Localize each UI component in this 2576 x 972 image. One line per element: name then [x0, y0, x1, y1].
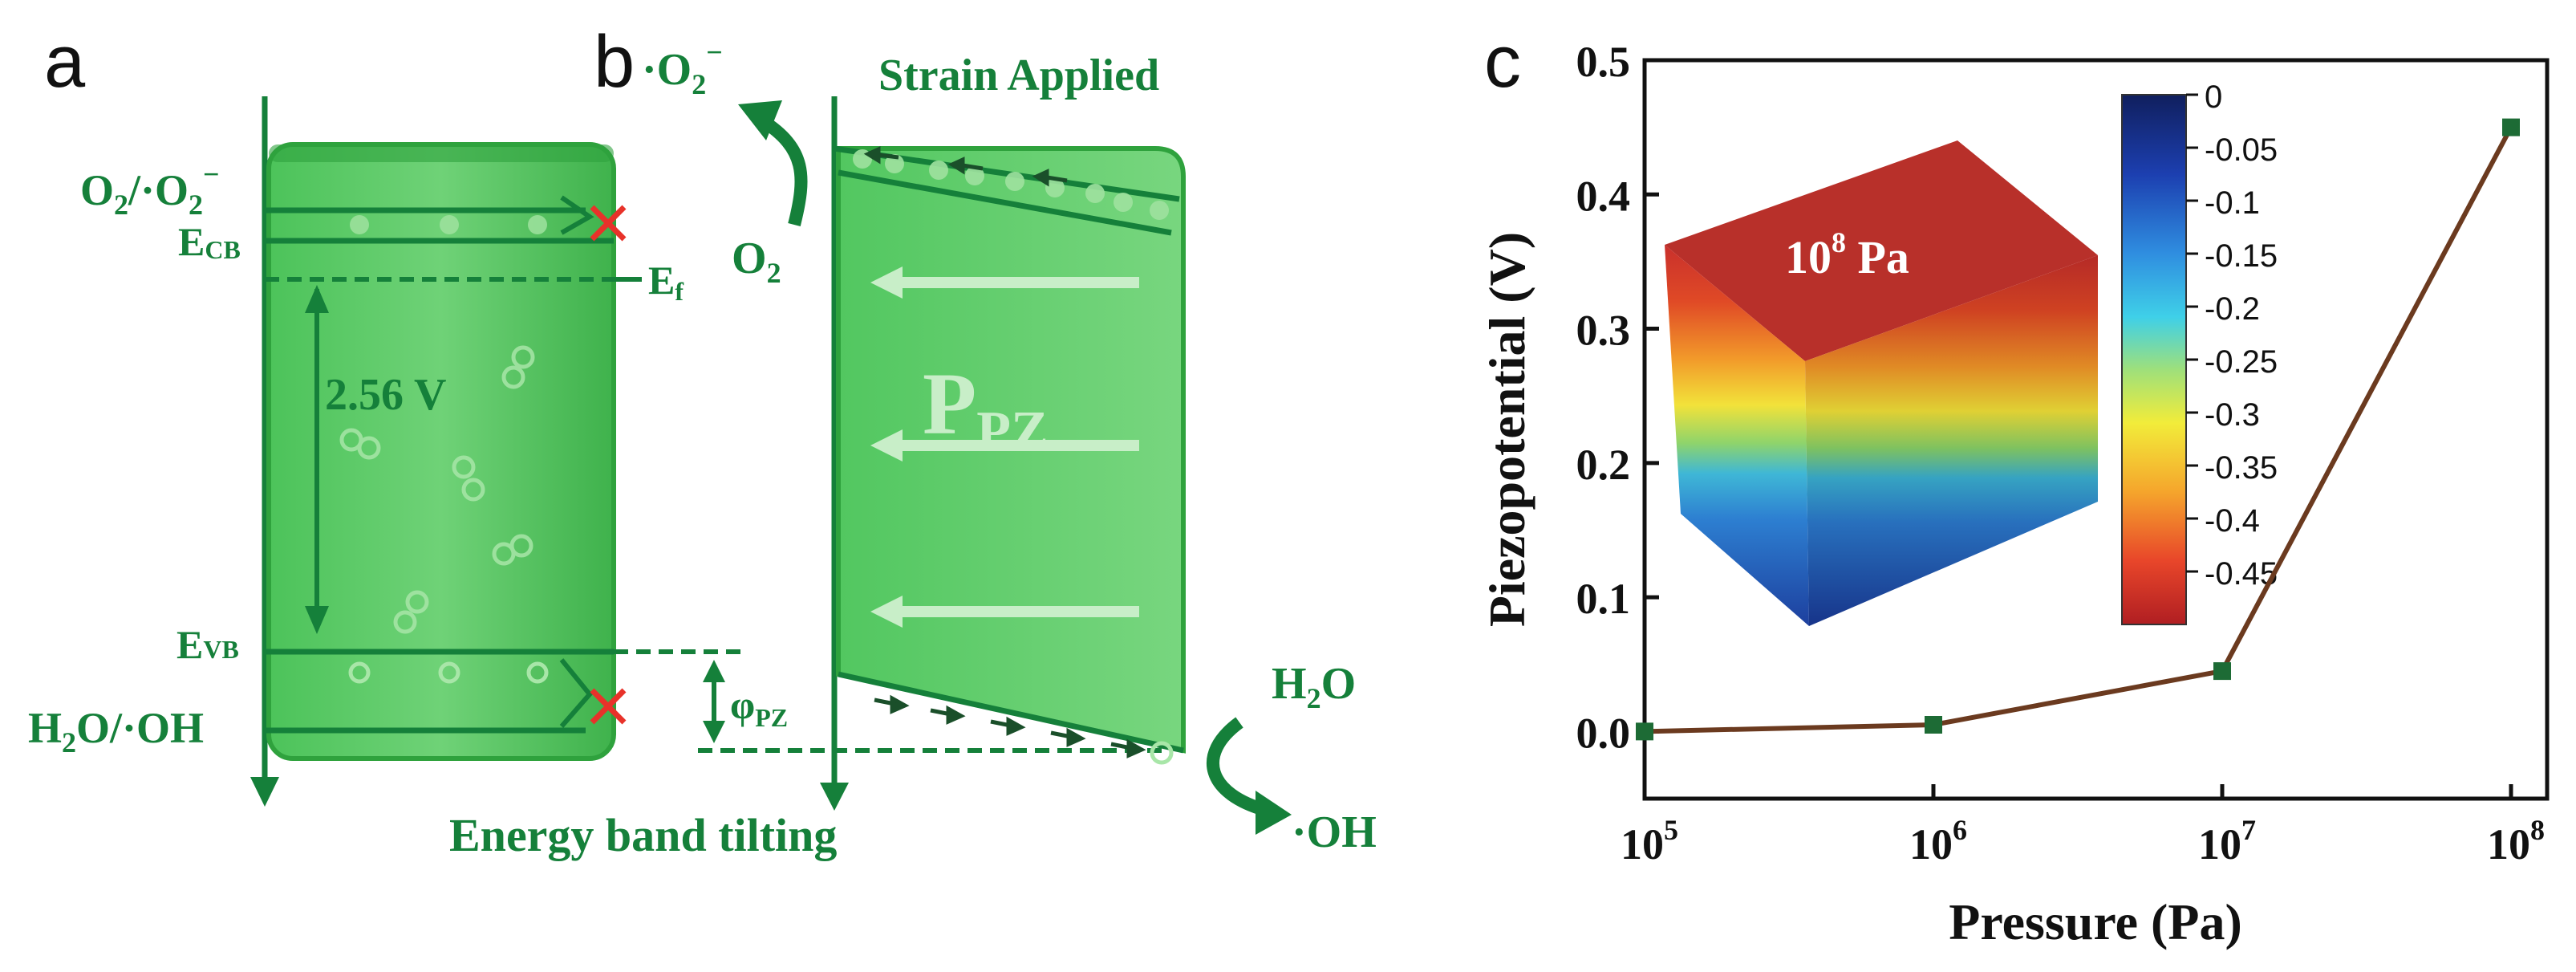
- h2o-curve-arrowhead-icon: [1256, 791, 1292, 835]
- gap-arrow-bottom-icon: [305, 606, 329, 634]
- gap-arrow-top-icon: [305, 285, 329, 313]
- colorbar-tick-label: -0.3: [2205, 397, 2260, 433]
- vb-arrow-icon: [559, 658, 593, 728]
- band-block-a-top: [269, 144, 614, 162]
- colorbar-tick-label: -0.15: [2205, 238, 2278, 274]
- electron-drift-arrows: [863, 146, 1068, 187]
- panel-c: c 0.0 0.1 0.2 0.3 0.4 0.5 105 106 107 108 Piezopo…: [1479, 21, 2550, 950]
- colorbar: [2121, 94, 2187, 625]
- inset-cube: 108 Pa: [1665, 140, 2098, 626]
- ppz-label: PPZ: [923, 355, 1049, 462]
- o2-label: O2: [732, 234, 781, 289]
- superoxide-label: ·O2−: [642, 36, 723, 100]
- hole: [1150, 741, 1174, 765]
- blocked-x-icon-2: [590, 688, 627, 725]
- tilted-vb: [838, 671, 1184, 754]
- strain-label: Strain Applied: [878, 51, 1159, 100]
- y-tick-label: 0.2: [1576, 441, 1631, 489]
- tilting-caption: Energy band tilting: [449, 809, 837, 861]
- cube-left-face: [1665, 245, 1809, 626]
- evb-label: EVB: [176, 622, 239, 667]
- panel-b-letter: b: [594, 21, 635, 103]
- colorbar-tick-label: -0.1: [2205, 185, 2260, 221]
- inset-pressure-label: 108 Pa: [1785, 226, 1909, 283]
- electron: [350, 215, 369, 234]
- x-tick-label: 108: [2487, 814, 2545, 868]
- tilted-cb: [838, 169, 1172, 236]
- series-line: [1644, 126, 2513, 734]
- x-tick-label: 107: [2198, 814, 2256, 868]
- cube-top-face: [1665, 140, 2098, 361]
- o2-curve-arrow: [758, 115, 808, 226]
- panel-c-letter: c: [1484, 21, 1521, 103]
- oh-label: ·OH: [1292, 807, 1377, 857]
- blocked-x-icon: [590, 205, 627, 242]
- panel-b: b ·O2− Strain Applied O2: [449, 21, 1377, 861]
- hole-drift-arrows: [874, 694, 1146, 758]
- y-tick-label: 0.5: [1576, 38, 1631, 86]
- colorbar-tick-label: -0.25: [2205, 344, 2278, 380]
- plot-frame: [1642, 58, 2550, 801]
- ecb-label: ECB: [178, 219, 241, 264]
- x-axis-title: Pressure (Pa): [1949, 893, 2242, 950]
- carrier-scatter: [339, 345, 535, 634]
- energy-axis-b-arrowhead: [820, 783, 849, 811]
- y-axis-title: Piezopotential (V): [1479, 232, 1535, 627]
- y-tick-label: 0.1: [1576, 575, 1631, 623]
- electron: [440, 215, 459, 234]
- colorbar-ticks: 0-0.05-0.1-0.15-0.2-0.25-0.3-0.35-0.4-0.…: [2186, 79, 2278, 592]
- cb-arrow-icon: [560, 195, 594, 235]
- h2o-curve-arrow: [1206, 717, 1270, 817]
- data-point: [1636, 722, 1653, 741]
- o2-level-label: O2/·O2−: [80, 158, 220, 221]
- y-tick-label: 0.0: [1576, 709, 1631, 757]
- panel-a: a: [28, 21, 1163, 807]
- phi-arrow-top-icon: [703, 660, 725, 682]
- phi-label: φPZ: [730, 682, 788, 732]
- axis-ticks: 0.0 0.1 0.2 0.3 0.4 0.5 105 106 107 108: [1576, 38, 2546, 868]
- data-point: [2213, 662, 2231, 681]
- colorbar-tick-label: -0.2: [2205, 291, 2260, 327]
- y-tick-label: 0.3: [1576, 307, 1631, 355]
- energy-axis-a-arrowhead: [250, 777, 279, 807]
- cube-right-face: [1805, 255, 2098, 626]
- panel-a-letter: a: [44, 21, 86, 103]
- y-tick-label: 0.4: [1576, 172, 1631, 220]
- polarization-arrows: [870, 266, 1139, 628]
- o2-curve-arrowhead-icon: [738, 100, 782, 140]
- colorbar-tick-label: 0: [2205, 79, 2222, 115]
- electron: [528, 215, 547, 234]
- data-point: [1925, 716, 1942, 734]
- phi-arrow-bottom-icon: [703, 721, 725, 743]
- gap-label: 2.56 V: [325, 370, 446, 420]
- colorbar-tick-label: -0.35: [2205, 450, 2278, 486]
- data-point: [2502, 118, 2520, 136]
- ef-label: Ef: [648, 258, 684, 306]
- h2o-label: H2O: [1272, 659, 1356, 714]
- data-series: [1636, 118, 2520, 741]
- holes-vb: [348, 661, 549, 684]
- h2o-level-label: H2O/·OH: [28, 704, 204, 758]
- x-tick-label: 105: [1621, 814, 1678, 868]
- electrons-tilted: [853, 149, 1169, 220]
- x-tick-label: 106: [1909, 814, 1967, 868]
- colorbar-tick-label: -0.4: [2205, 503, 2260, 539]
- colorbar-tick-label: -0.05: [2205, 132, 2278, 168]
